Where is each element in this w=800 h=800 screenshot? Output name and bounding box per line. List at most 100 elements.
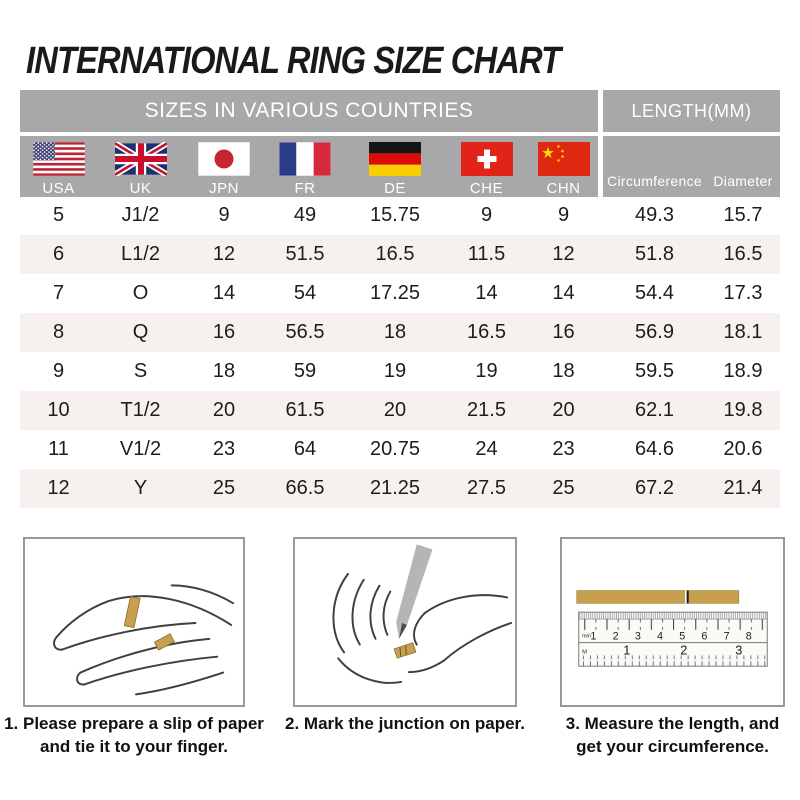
table-cell: 18.9 bbox=[723, 360, 763, 382]
svg-text:3: 3 bbox=[735, 642, 742, 657]
column-header-che: CHE bbox=[444, 136, 529, 197]
table-cell: 61.5 bbox=[285, 399, 325, 421]
svg-text:6: 6 bbox=[701, 631, 707, 643]
step2-caption-line1: 2. Mark the junction on paper. bbox=[285, 714, 525, 733]
table-cell: 10 bbox=[47, 399, 70, 421]
header-sizes-in-various-countries: SIZES IN VARIOUS COUNTRIES bbox=[20, 90, 598, 132]
table-cell: 49 bbox=[293, 204, 317, 226]
table-cell: 18 bbox=[212, 360, 236, 382]
table-cell: Q bbox=[132, 321, 149, 343]
table-cell: O bbox=[132, 282, 149, 304]
table-column-header-row: USA UK JPN bbox=[20, 136, 780, 197]
table-cell: 64.6 bbox=[635, 438, 674, 460]
table-cell: 16.5 bbox=[723, 243, 763, 265]
table-cell: V1/2 bbox=[119, 438, 162, 460]
table-cell: 21.4 bbox=[723, 477, 763, 499]
table-cell: 12 bbox=[552, 243, 575, 265]
table-cell: 14 bbox=[552, 282, 575, 304]
svg-text:4: 4 bbox=[657, 631, 663, 643]
table-group-header-row: SIZES IN VARIOUS COUNTRIES LENGTH(MM) bbox=[20, 90, 780, 132]
table-cell: 19 bbox=[475, 360, 498, 382]
table-cell: 25 bbox=[552, 477, 575, 499]
svg-text:M: M bbox=[582, 649, 587, 655]
china-flag-icon bbox=[537, 142, 590, 176]
column-label-de: DE bbox=[384, 180, 406, 197]
step2-caption: 2. Mark the junction on paper. bbox=[268, 712, 542, 735]
table-row: 12 Y 25 66.5 21.25 27.5 25 67.2 21.4 bbox=[20, 469, 780, 508]
step3-illustration-panel: mm 1 2 3 4 5 6 7 8 M 1 2 3 bbox=[560, 537, 785, 707]
table-cell: 9 bbox=[480, 204, 493, 226]
hand-with-paper-slip-illustration bbox=[53, 584, 235, 696]
svg-text:1: 1 bbox=[623, 642, 630, 657]
table-cell: 64 bbox=[293, 438, 317, 460]
table-row: 11 V1/2 23 64 20.75 24 23 64.6 20.6 bbox=[20, 430, 780, 469]
step1-caption: 1. Please prepare a slip of paper and ti… bbox=[4, 712, 264, 759]
header-length-mm: LENGTH(MM) bbox=[603, 90, 780, 132]
table-cell: 23 bbox=[212, 438, 236, 460]
svg-text:2: 2 bbox=[613, 631, 619, 643]
column-header-fr: FR bbox=[264, 136, 346, 197]
table-cell: 15.7 bbox=[723, 204, 763, 226]
table-cell: 8 bbox=[52, 321, 65, 343]
table-cell: 20.6 bbox=[723, 438, 763, 460]
table-cell: 14 bbox=[475, 282, 498, 304]
step2-illustration-panel bbox=[293, 537, 517, 707]
table-cell: 12 bbox=[212, 243, 236, 265]
table-cell: 20 bbox=[383, 399, 407, 421]
table-cell: 11 bbox=[48, 438, 69, 460]
france-flag-icon bbox=[279, 142, 331, 176]
table-cell: L1/2 bbox=[121, 243, 160, 265]
table-row: 6 L1/2 12 51.5 16.5 11.5 12 51.8 16.5 bbox=[20, 235, 780, 274]
switzerland-flag-icon bbox=[460, 142, 513, 176]
svg-text:2: 2 bbox=[680, 642, 687, 657]
table-cell: 12 bbox=[47, 477, 70, 499]
column-label-che: CHE bbox=[469, 180, 504, 197]
column-header-uk: UK bbox=[97, 136, 184, 197]
table-cell: 18 bbox=[552, 360, 575, 382]
table-cell: 9 bbox=[557, 204, 570, 226]
column-header-de: DE bbox=[346, 136, 444, 197]
table-cell: 5 bbox=[52, 204, 65, 226]
table-cell: T1/2 bbox=[120, 399, 161, 421]
table-cell: 21.5 bbox=[467, 399, 506, 421]
table-cell: 9 bbox=[52, 360, 65, 382]
ruler-measuring-paper-illustration: mm 1 2 3 4 5 6 7 8 M 1 2 3 bbox=[576, 590, 768, 667]
table-cell: 24 bbox=[475, 438, 498, 460]
step1-caption-line1: 1. Please prepare a slip of paper bbox=[4, 714, 264, 733]
table-cell: 20 bbox=[212, 399, 236, 421]
table-cell: 15.75 bbox=[369, 204, 421, 226]
table-cell: 16.5 bbox=[467, 321, 506, 343]
step1-illustration-panel bbox=[23, 537, 245, 707]
table-row: 7 O 14 54 17.25 14 14 54.4 17.3 bbox=[20, 274, 780, 313]
svg-text:mm: mm bbox=[582, 634, 591, 640]
table-cell: 16.5 bbox=[375, 243, 415, 265]
table-cell: J1/2 bbox=[121, 204, 160, 226]
step3-caption-line2: get your circumference. bbox=[576, 737, 769, 757]
table-row: 8 Q 16 56.5 18 16.5 16 56.9 18.1 bbox=[20, 313, 780, 352]
table-cell: 14 bbox=[212, 282, 236, 304]
column-label-fr: FR bbox=[294, 180, 316, 197]
column-label-uk: UK bbox=[129, 180, 152, 197]
table-cell: 19.8 bbox=[723, 399, 763, 421]
table-cell: 59.5 bbox=[635, 360, 674, 382]
japan-flag-icon bbox=[198, 142, 250, 176]
column-header-usa: USA bbox=[20, 136, 97, 197]
paper-strip bbox=[576, 590, 740, 604]
table-cell: 67.2 bbox=[635, 477, 674, 499]
step1-caption-line2: and tie it to your finger. bbox=[40, 737, 228, 757]
table-cell: 51.5 bbox=[285, 243, 325, 265]
usa-flag-icon bbox=[32, 142, 85, 176]
table-cell: Y bbox=[133, 477, 148, 499]
table-cell: 25 bbox=[212, 477, 236, 499]
table-cell: 21.25 bbox=[369, 477, 421, 499]
svg-text:8: 8 bbox=[746, 631, 752, 643]
table-row: 9 S 18 59 19 19 18 59.5 18.9 bbox=[20, 352, 780, 391]
table-cell: 27.5 bbox=[467, 477, 506, 499]
step3-caption: 3. Measure the length, and get your circ… bbox=[550, 712, 795, 759]
svg-text:5: 5 bbox=[679, 631, 685, 643]
table-cell: 19 bbox=[383, 360, 407, 382]
table-cell: S bbox=[133, 360, 148, 382]
germany-flag-icon bbox=[369, 142, 421, 176]
table-cell: 66.5 bbox=[285, 477, 325, 499]
table-cell: 16 bbox=[212, 321, 236, 343]
